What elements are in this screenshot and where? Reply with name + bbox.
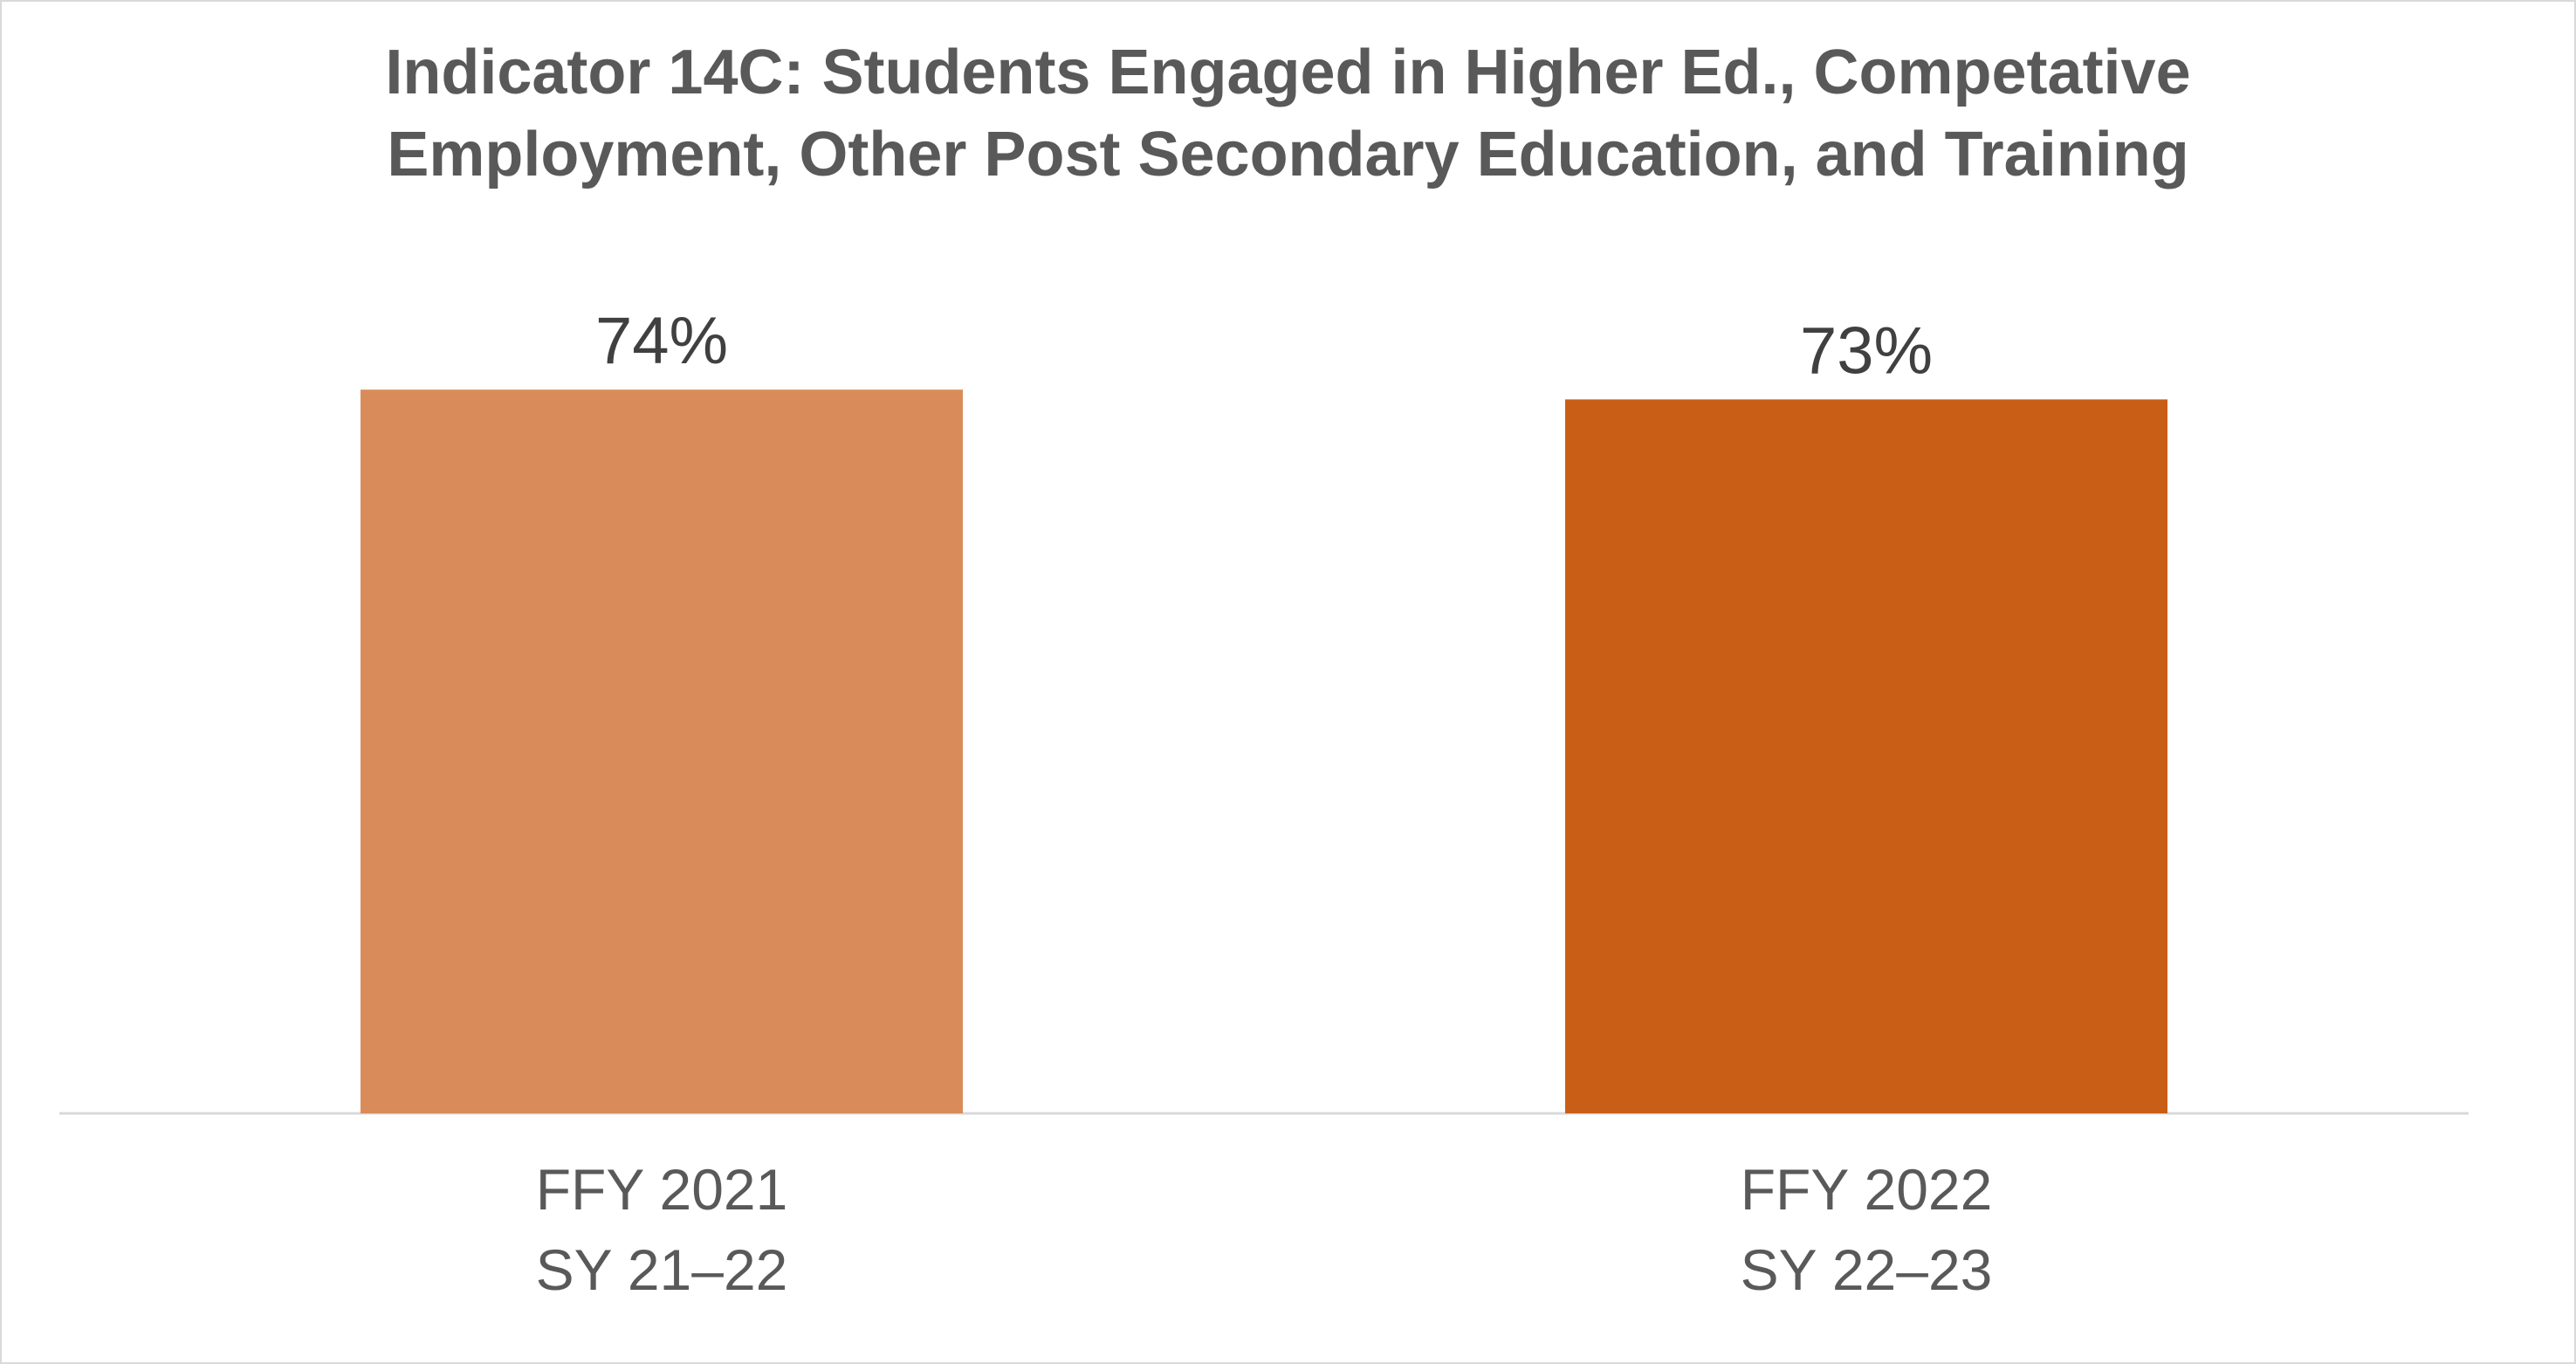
data-label-1: 74% bbox=[595, 304, 728, 378]
bars-group bbox=[361, 389, 2167, 1113]
labels-group: 74% FFY 2021 SY 21–22 73% FFY 2022 SY 22–23 bbox=[536, 304, 1993, 1302]
chart-title-line-1: Indicator 14C: Students Engaged in Highe… bbox=[385, 38, 2191, 107]
chart-title: Indicator 14C: Students Engaged in Highe… bbox=[0, 31, 2576, 196]
bar-2 bbox=[1565, 399, 2167, 1113]
category-label-1-line-2: SY 21–22 bbox=[536, 1237, 788, 1302]
chart-title-line-2: Employment, Other Post Secondary Educati… bbox=[387, 120, 2189, 189]
data-label-2: 73% bbox=[1800, 313, 1933, 388]
category-label-2-line-1: FFY 2022 bbox=[1741, 1157, 1993, 1222]
category-label-1-line-1: FFY 2021 bbox=[536, 1157, 788, 1222]
bar-1 bbox=[361, 389, 963, 1113]
category-label-2-line-2: SY 22–23 bbox=[1741, 1237, 1993, 1302]
